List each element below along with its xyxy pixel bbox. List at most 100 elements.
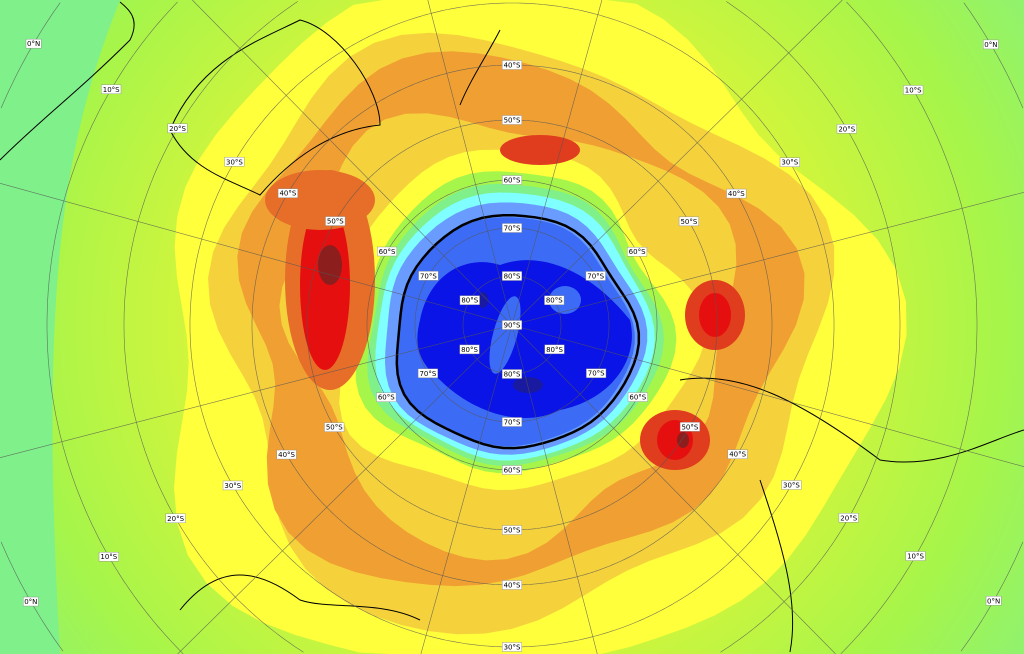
latitude-label: 0°N xyxy=(25,38,42,49)
svg-text:80°S: 80°S xyxy=(546,346,563,354)
svg-text:30°S: 30°S xyxy=(226,158,243,166)
svg-text:70°S: 70°S xyxy=(419,370,436,378)
latitude-label: 60°S xyxy=(501,465,522,475)
latitude-label: 80°S xyxy=(544,344,565,355)
latitude-label: 10°S xyxy=(101,84,122,94)
latitude-label: 30°S xyxy=(222,480,243,491)
latitude-label: 60°S xyxy=(501,175,522,185)
svg-text:10°S: 10°S xyxy=(905,86,922,94)
svg-text:50°S: 50°S xyxy=(504,117,521,125)
latitude-label: 80°S xyxy=(459,295,480,305)
meridian-line xyxy=(511,324,598,654)
ozone-hole-minimum-2 xyxy=(478,292,488,308)
latitude-label: 20°S xyxy=(838,513,859,523)
coastline-africa xyxy=(179,574,421,621)
svg-text:60°S: 60°S xyxy=(504,467,521,475)
latitude-label: 60°S xyxy=(377,246,398,257)
svg-text:70°S: 70°S xyxy=(504,225,521,233)
latitude-label: 90°S xyxy=(502,320,523,330)
svg-text:40°S: 40°S xyxy=(728,190,745,198)
svg-text:30°S: 30°S xyxy=(781,159,798,167)
latitude-label: 80°S xyxy=(459,344,480,355)
latitude-label: 50°S xyxy=(325,216,346,226)
svg-text:70°S: 70°S xyxy=(588,370,605,378)
svg-text:10°S: 10°S xyxy=(100,553,117,561)
latitude-label: 50°S xyxy=(501,525,522,535)
svg-text:80°S: 80°S xyxy=(461,346,478,354)
svg-text:20°S: 20°S xyxy=(840,514,857,522)
ozone-maximum-7 xyxy=(677,432,689,448)
latitude-label: 20°S xyxy=(165,513,186,524)
ozone-maximum-8 xyxy=(500,135,580,165)
latitude-label: 80°S xyxy=(501,369,522,379)
meridian-line xyxy=(511,0,843,326)
latitude-circle-3 xyxy=(189,2,835,648)
svg-text:50°S: 50°S xyxy=(680,218,697,226)
svg-text:10°S: 10°S xyxy=(103,86,120,94)
latitude-label: 70°S xyxy=(501,417,522,427)
ozone-maximum-9 xyxy=(265,170,375,230)
coastline-south-america xyxy=(679,377,1024,653)
latitude-circle-8 xyxy=(462,275,562,375)
meridian-line xyxy=(511,0,603,326)
svg-text:20°S: 20°S xyxy=(838,125,855,133)
green-band-left xyxy=(0,0,120,654)
svg-text:60°S: 60°S xyxy=(504,177,521,185)
meridian-line xyxy=(192,0,513,326)
svg-text:90°S: 90°S xyxy=(504,322,521,330)
svg-text:0°N: 0°N xyxy=(24,598,37,606)
latitude-label: 10°S xyxy=(905,551,926,561)
coastline-asia xyxy=(0,1,135,161)
svg-text:70°S: 70°S xyxy=(420,272,437,280)
coastline-australia xyxy=(169,19,381,196)
svg-text:60°S: 60°S xyxy=(379,248,396,256)
latitude-label: 20°S xyxy=(167,123,188,134)
latitude-label: 70°S xyxy=(501,223,522,233)
svg-text:50°S: 50°S xyxy=(681,423,698,431)
meridian-line xyxy=(0,183,513,326)
svg-text:50°S: 50°S xyxy=(326,424,343,432)
svg-text:60°S: 60°S xyxy=(629,248,646,256)
latitude-label: 10°S xyxy=(98,551,119,562)
svg-text:70°S: 70°S xyxy=(587,272,604,280)
svg-text:20°S: 20°S xyxy=(167,515,184,523)
ozone-maximum-1 xyxy=(300,200,350,370)
latitude-label: 50°S xyxy=(324,422,345,432)
latitude-label: 60°S xyxy=(627,392,648,402)
ozone-hole-light-patch-2 xyxy=(549,286,581,314)
latitude-label: 40°S xyxy=(501,580,522,590)
svg-text:30°S: 30°S xyxy=(504,644,521,652)
meridian-line xyxy=(0,324,513,458)
latitude-circle-6 xyxy=(366,179,658,471)
latitude-circle-7 xyxy=(414,227,610,423)
svg-text:0°N: 0°N xyxy=(27,40,40,48)
svg-text:10°S: 10°S xyxy=(907,553,924,561)
svg-text:80°S: 80°S xyxy=(546,297,563,305)
ozone-maximum-4 xyxy=(699,293,731,337)
latitude-label: 60°S xyxy=(627,246,648,257)
svg-text:0°N: 0°N xyxy=(984,41,997,49)
latitude-label: 50°S xyxy=(678,216,699,227)
svg-text:50°S: 50°S xyxy=(327,218,344,226)
svg-text:30°S: 30°S xyxy=(224,482,241,490)
svg-text:40°S: 40°S xyxy=(504,582,521,590)
ozone-hole-light-patch xyxy=(489,296,521,374)
latitude-circle-4 xyxy=(251,64,773,586)
svg-text:20°S: 20°S xyxy=(169,125,186,133)
latitude-labels: 0°N 10°S 20°S 30°S 40°S 50°S 60°S 70°S 80°S 40°S 5… xyxy=(23,38,1002,652)
latitude-label: 50°S xyxy=(501,115,522,125)
latitude-label: 70°S xyxy=(418,271,439,281)
svg-text:80°S: 80°S xyxy=(461,297,478,305)
svg-text:40°S: 40°S xyxy=(729,451,746,459)
latitude-label: 40°S xyxy=(727,449,748,459)
latitude-label: 50°S xyxy=(679,422,700,432)
latitude-label: 30°S xyxy=(224,157,245,167)
svg-text:0°N: 0°N xyxy=(987,597,1000,605)
latitude-label: 70°S xyxy=(417,368,438,379)
latitude-label: 20°S xyxy=(836,124,857,134)
meridian-line xyxy=(177,324,513,654)
ozone-maximum-2 xyxy=(318,245,342,285)
latitude-label: 30°S xyxy=(781,480,802,490)
latitude-label: 0°N xyxy=(23,596,39,607)
